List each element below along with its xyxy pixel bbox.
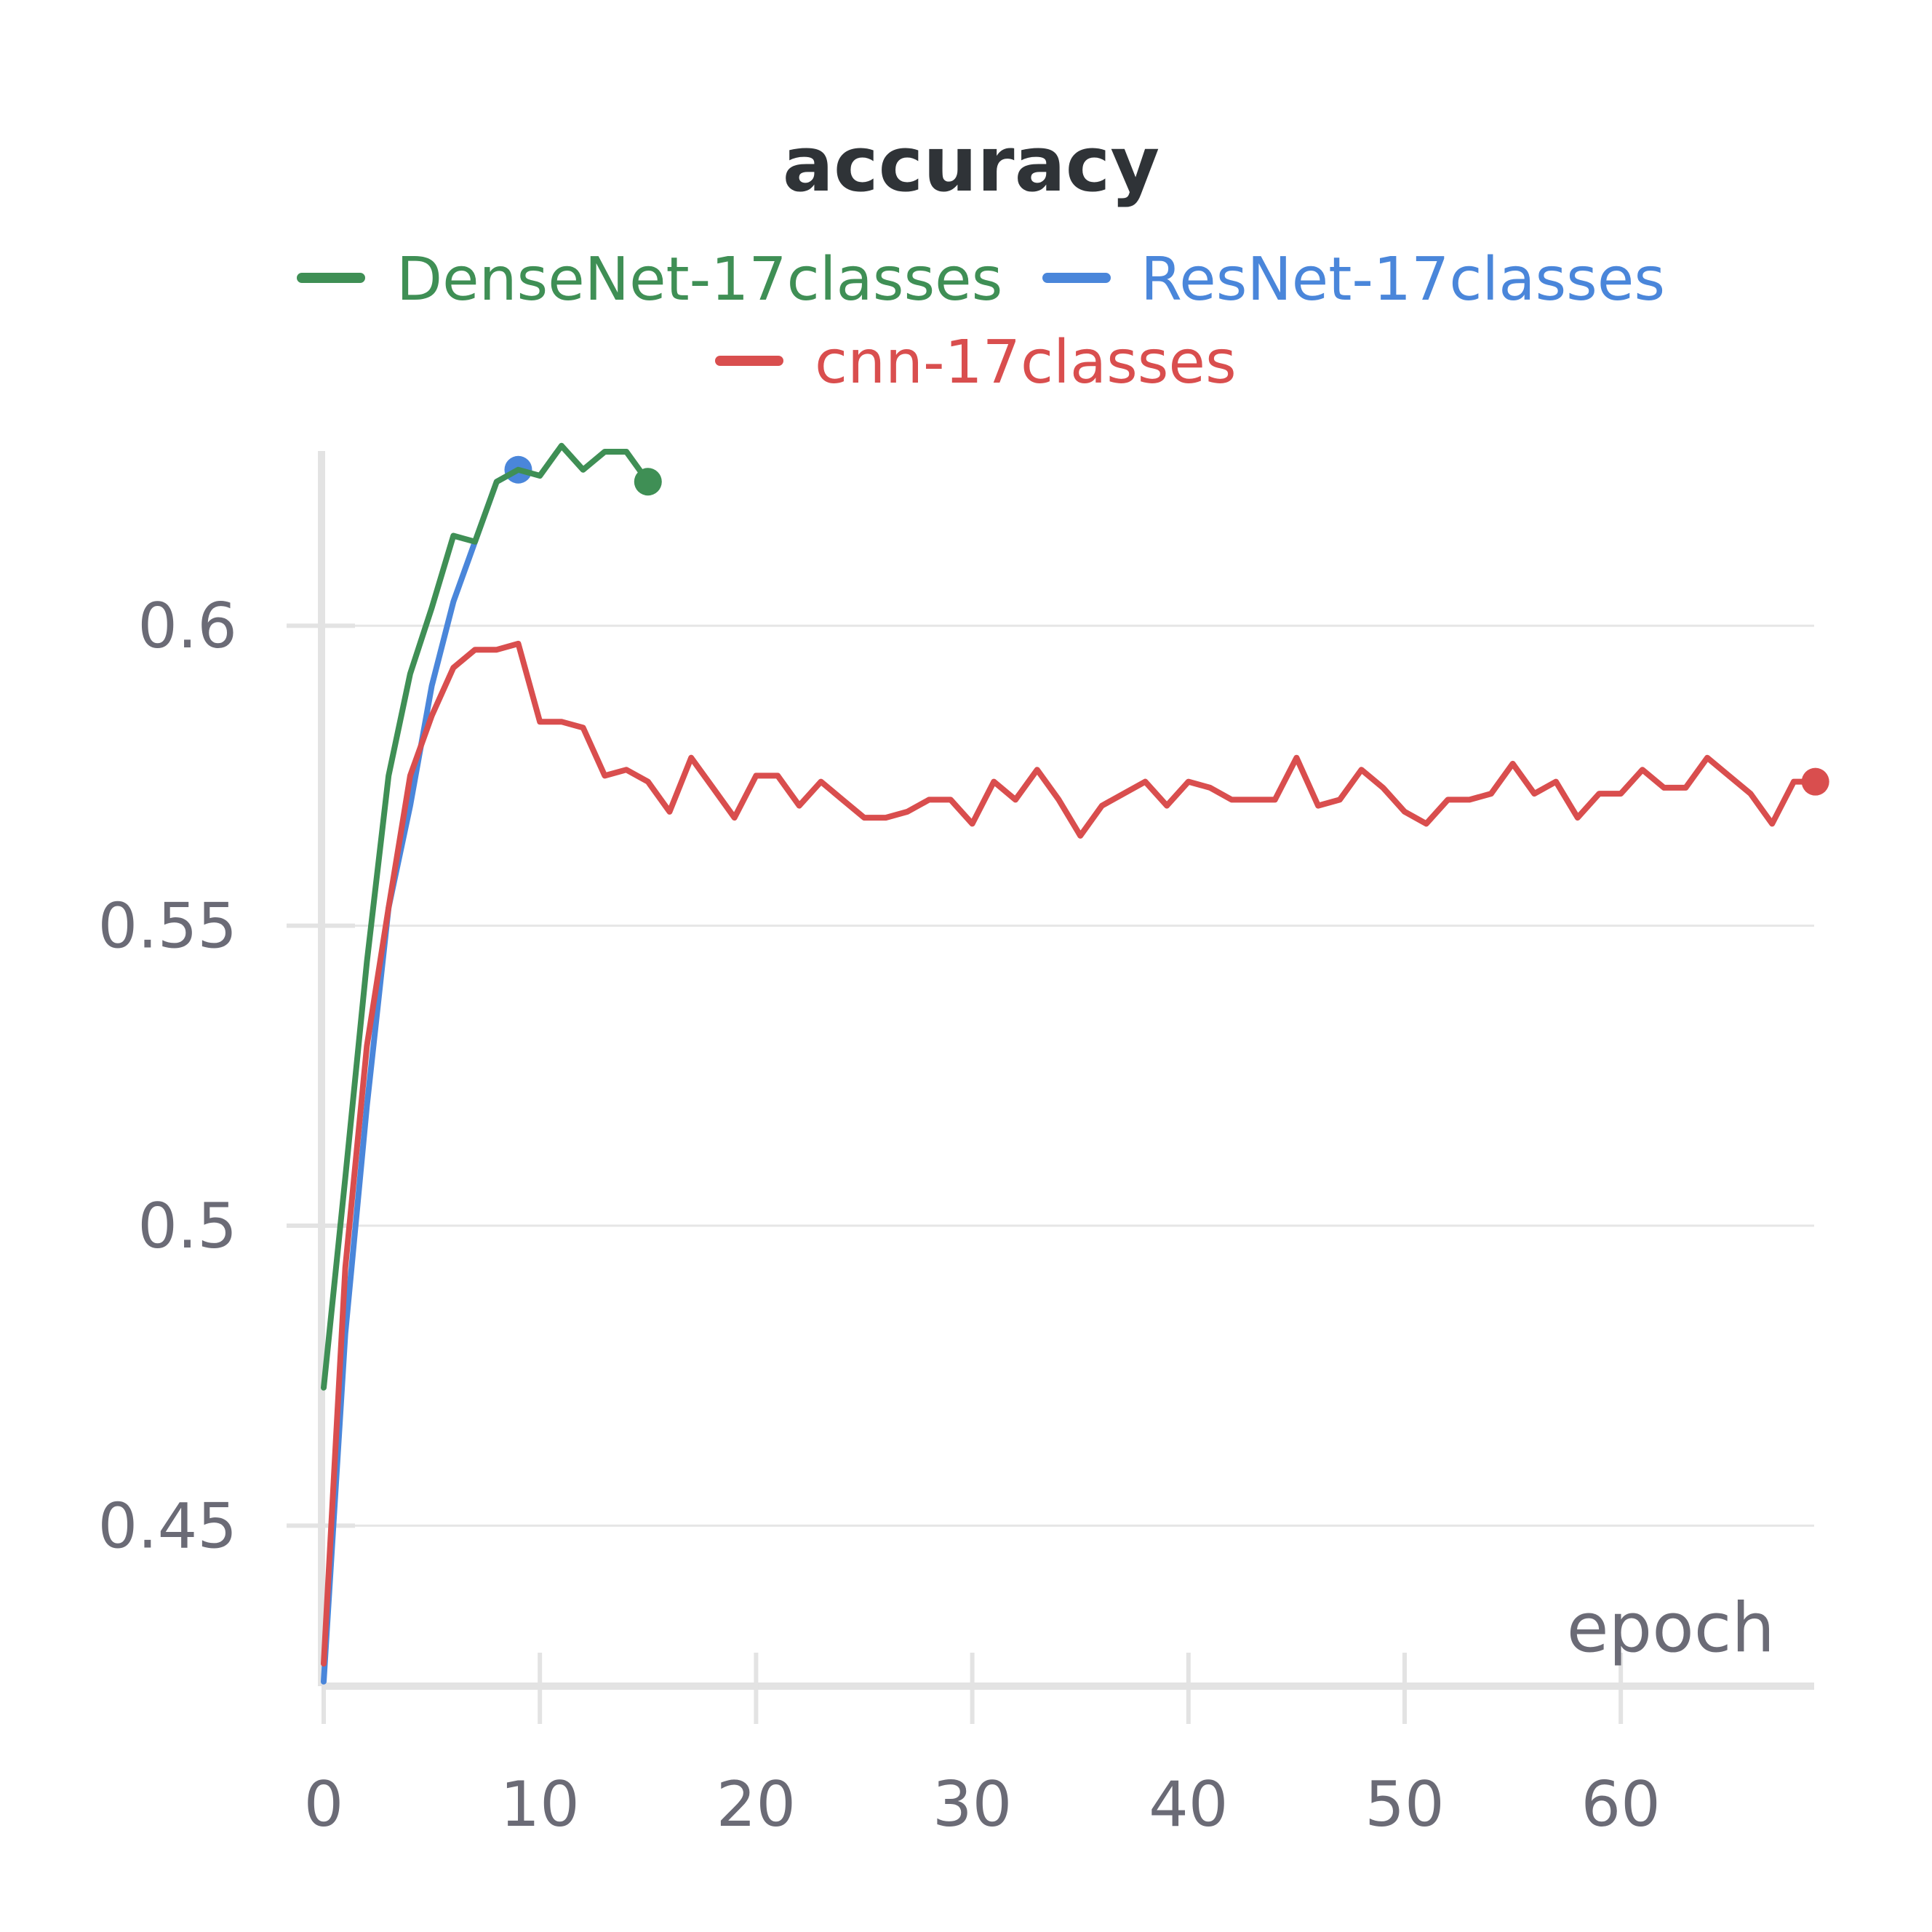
legend-label: ResNet-17classes bbox=[1141, 245, 1665, 314]
series-line-cnn-17classes bbox=[321, 640, 1819, 1667]
series-layer bbox=[321, 442, 1829, 1685]
x-tick-label: 60 bbox=[1581, 1768, 1660, 1841]
legend-label: DenseNet-17classes bbox=[396, 245, 1002, 314]
y-tick-label: 0.5 bbox=[137, 1190, 237, 1263]
y-tick-label: 0.6 bbox=[137, 590, 237, 663]
legend-label: cnn-17classes bbox=[815, 328, 1237, 397]
legend: DenseNet-17classes ResNet-17classes cnn-17… bbox=[297, 245, 1665, 397]
y-tick-label: 0.45 bbox=[98, 1490, 237, 1562]
x-tick-label: 40 bbox=[1149, 1768, 1228, 1841]
series-line-DenseNet-17classes bbox=[321, 442, 651, 1391]
x-axis-title: epoch bbox=[1567, 1589, 1775, 1668]
chart-title: accuracy bbox=[783, 120, 1159, 209]
grid-lines bbox=[322, 624, 1814, 1527]
x-tick-label: 30 bbox=[933, 1768, 1012, 1841]
x-tick-label: 20 bbox=[716, 1768, 796, 1841]
series-end-point bbox=[634, 468, 662, 496]
axes: 0.45 0.5 0.55 0.6 0 10 20 30 40 50 60 bbox=[98, 451, 1814, 1841]
series-end-point bbox=[1801, 767, 1829, 796]
x-tick-label: 10 bbox=[500, 1768, 579, 1841]
x-tick-label: 0 bbox=[304, 1768, 344, 1841]
x-tick-label: 50 bbox=[1365, 1768, 1444, 1841]
y-tick-label: 0.55 bbox=[98, 890, 237, 963]
